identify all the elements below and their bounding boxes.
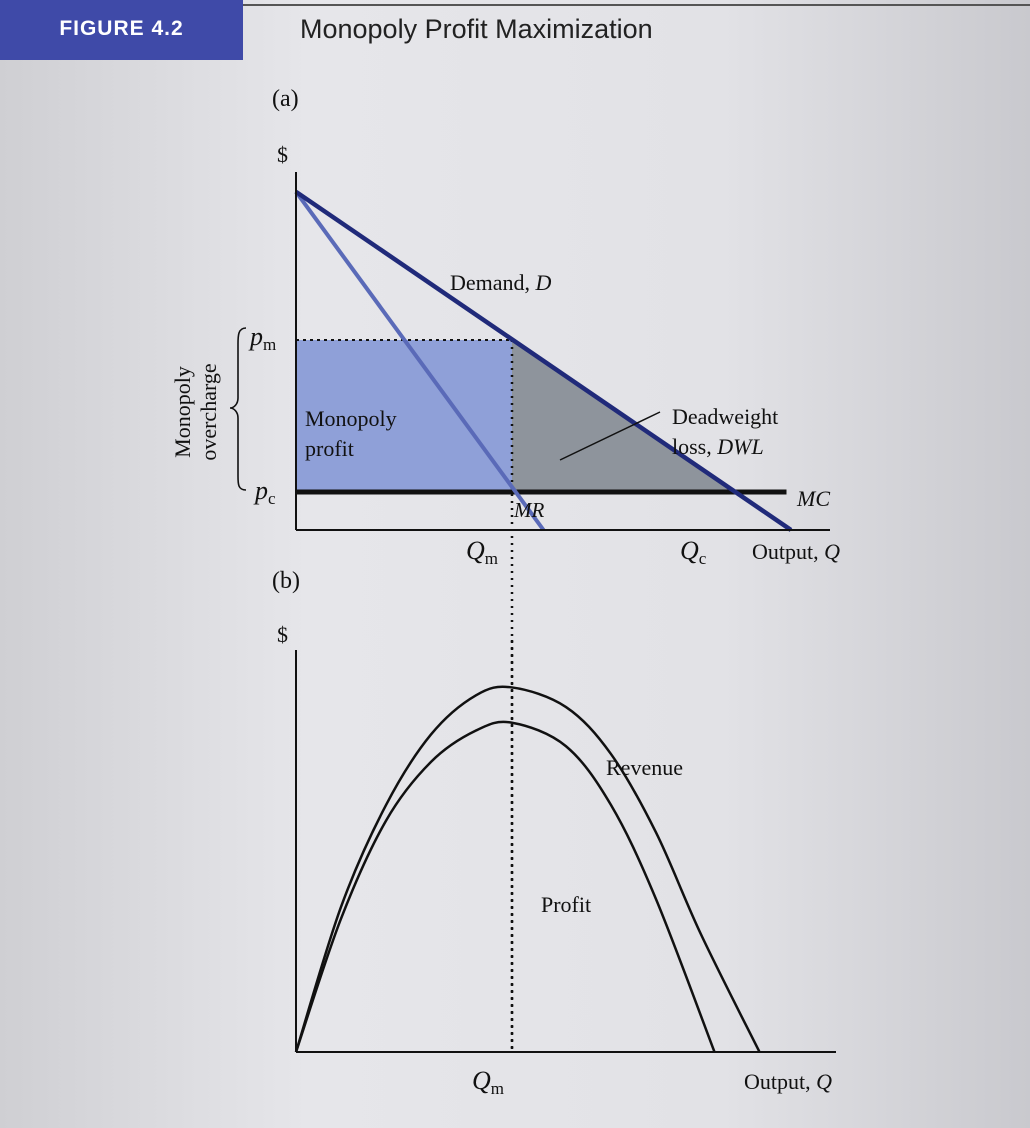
overcharge-label-line2: overcharge — [196, 363, 221, 460]
profit-series-label: Profit — [541, 892, 591, 917]
profit-region-label-line2: profit — [305, 436, 354, 461]
panel-a-dollar-label: $ — [277, 142, 288, 167]
figure-header: FIGURE 4.2 Monopoly Profit Maximization — [0, 0, 1030, 64]
monopoly-profit-region — [296, 340, 512, 492]
revenue-series-label: Revenue — [606, 755, 683, 780]
series-demand-line — [294, 189, 793, 532]
pc-tick-label: pc — [253, 476, 276, 508]
overcharge-brace — [229, 327, 247, 491]
dwl-pointer-line — [559, 411, 661, 461]
panel-a-x-axis-label: Output, Q — [752, 539, 840, 564]
panel-b-dollar-label: $ — [277, 622, 288, 647]
profit-region-label-line1: Monopoly — [305, 406, 397, 431]
panel-b-tag: (b) — [272, 568, 300, 594]
dwl-label-line1: Deadweight — [672, 404, 778, 429]
panel-b-x-axis-label: Output, Q — [744, 1069, 832, 1094]
overcharge-label-line1: Monopoly — [170, 366, 195, 458]
figure-number-badge: FIGURE 4.2 — [0, 0, 243, 60]
series-mr-line — [294, 190, 546, 532]
series-revenue-curve — [294, 685, 761, 1053]
figure-title: Monopoly Profit Maximization — [300, 14, 653, 44]
panel-a: (a) $ pm pc Monopoly — [170, 86, 840, 1052]
qm-tick-label-b: Qm — [472, 1066, 504, 1098]
qm-tick-label-a: Qm — [466, 536, 498, 568]
series-profit-curve — [294, 720, 716, 1053]
panel-b: (b) $ Revenue Profit Qm Output, Q — [272, 568, 836, 1098]
header-rule — [243, 4, 1030, 6]
mr-series-label: MR — [513, 498, 544, 522]
dwl-label-line2: loss, DWL — [672, 434, 764, 459]
pm-tick-label: pm — [248, 322, 276, 354]
qc-tick-label: Qc — [680, 536, 707, 568]
demand-series-label: Demand, D — [450, 270, 552, 295]
panel-a-tag: (a) — [272, 86, 299, 112]
mc-series-label: MC — [796, 486, 830, 511]
